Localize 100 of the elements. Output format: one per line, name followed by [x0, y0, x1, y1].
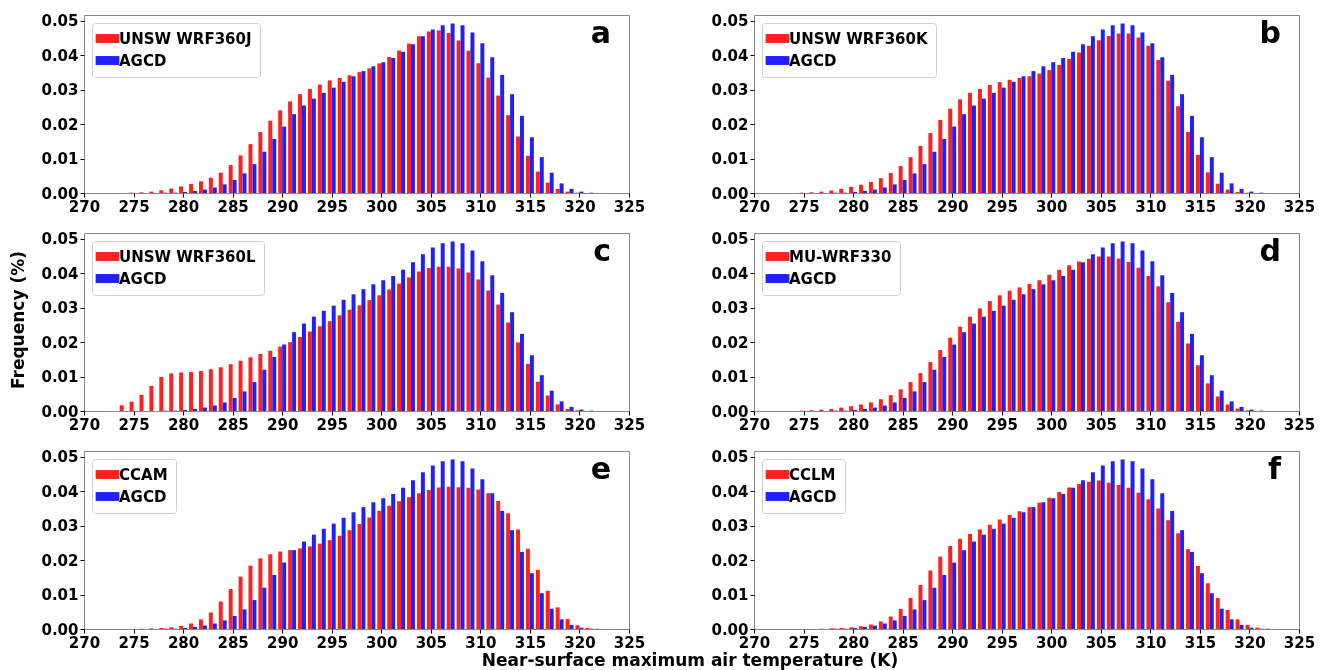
bar	[1051, 62, 1056, 193]
x-tick-label: 285	[217, 415, 249, 434]
bar	[1077, 52, 1081, 193]
y-tick-label: 0.03	[711, 517, 749, 536]
bar	[159, 190, 164, 193]
bar	[1209, 157, 1214, 193]
bar	[397, 283, 402, 411]
bar	[987, 84, 992, 193]
bar	[476, 63, 481, 193]
bar	[1199, 573, 1204, 629]
x-tick-label: 315	[514, 633, 547, 652]
legend-label: CCLM	[789, 465, 836, 484]
bar	[1195, 154, 1200, 193]
bar	[367, 68, 372, 193]
y-tick-label: 0.05	[711, 230, 749, 249]
bar	[222, 402, 227, 411]
bar	[1186, 132, 1190, 193]
bar	[510, 312, 515, 411]
x-tick-label: 290	[267, 415, 299, 434]
bar	[278, 551, 283, 629]
bar	[198, 371, 203, 411]
legend-label: AGCD	[789, 269, 837, 288]
bar	[859, 184, 863, 193]
bar	[1017, 78, 1022, 193]
bar	[272, 138, 277, 193]
x-tick-label: 320	[564, 633, 596, 652]
bar	[466, 272, 471, 411]
bar	[555, 607, 560, 629]
bar	[347, 75, 352, 193]
bar	[411, 44, 415, 193]
bar	[1027, 76, 1032, 193]
bar	[420, 254, 425, 411]
bar	[351, 294, 356, 411]
bar	[1027, 283, 1032, 411]
bar	[262, 587, 267, 629]
bar	[1229, 183, 1234, 193]
bar	[321, 92, 326, 193]
bar	[317, 543, 322, 629]
bar	[490, 275, 495, 411]
bar	[450, 241, 455, 411]
bar	[516, 136, 520, 193]
y-tick-label: 0.03	[41, 299, 79, 318]
bar	[898, 609, 903, 629]
bar	[1190, 333, 1194, 411]
bar	[1047, 70, 1052, 193]
bar	[1170, 292, 1175, 411]
bar	[972, 105, 976, 193]
bar	[371, 66, 376, 193]
bar	[539, 375, 544, 411]
bar	[377, 63, 382, 193]
bar	[1160, 493, 1165, 629]
bar	[490, 493, 495, 629]
bar	[119, 405, 124, 411]
bar	[565, 408, 570, 411]
bar	[292, 550, 297, 629]
bar	[1225, 404, 1230, 411]
bar	[1001, 523, 1006, 629]
bar	[490, 57, 495, 193]
x-tick-label: 320	[1234, 633, 1266, 652]
x-tick-label: 285	[887, 633, 919, 652]
bar	[520, 115, 524, 193]
bar	[198, 619, 203, 629]
bar	[569, 188, 574, 193]
bar	[302, 541, 306, 629]
x-tick-label: 280	[167, 415, 200, 434]
bar	[258, 353, 263, 411]
bar	[506, 513, 511, 629]
bar	[535, 171, 540, 193]
bar	[1051, 498, 1056, 629]
bar	[381, 498, 386, 629]
bar	[367, 300, 372, 411]
bar	[397, 50, 402, 193]
legend-label: AGCD	[119, 487, 167, 506]
bar	[347, 309, 352, 411]
bar	[341, 81, 346, 193]
bar	[987, 524, 992, 629]
bar	[981, 316, 986, 411]
x-tick-label: 280	[837, 633, 870, 652]
bar	[1209, 593, 1214, 629]
y-tick-label: 0.04	[711, 264, 749, 283]
bar	[218, 172, 223, 193]
bar	[928, 570, 933, 629]
bar	[446, 266, 451, 411]
bar	[1081, 480, 1085, 629]
bar	[868, 402, 873, 411]
bar	[1176, 533, 1181, 629]
bar	[1219, 608, 1224, 629]
bar	[1086, 481, 1091, 629]
bar	[371, 502, 376, 629]
bar	[918, 145, 923, 193]
y-tick-label: 0.04	[711, 482, 749, 501]
annotation: e	[590, 451, 611, 486]
bar	[972, 323, 976, 411]
bar	[1146, 499, 1151, 629]
bar	[859, 404, 863, 411]
bar	[430, 465, 435, 629]
bar	[327, 540, 332, 629]
x-tick-label: 290	[937, 197, 969, 216]
bar	[228, 589, 233, 629]
y-tick-label: 0.04	[41, 46, 79, 65]
